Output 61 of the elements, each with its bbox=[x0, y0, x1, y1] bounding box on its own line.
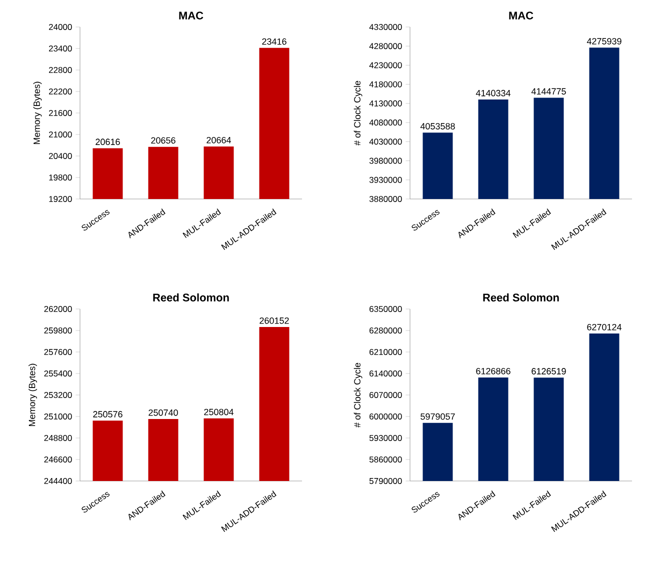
data-label: 20616 bbox=[96, 138, 120, 146]
y-tick-label: 246600 bbox=[44, 456, 72, 462]
y-tick-label: 5930000 bbox=[369, 434, 402, 441]
chart-title: Reed Solomon bbox=[483, 293, 559, 302]
y-tick-label: 5790000 bbox=[369, 478, 402, 484]
y-tick-label: 6070000 bbox=[370, 392, 402, 398]
y-tick-label: 3880000 bbox=[369, 196, 402, 202]
y-tick-label: 6000000 bbox=[370, 413, 402, 420]
y-tick-label: 251000 bbox=[44, 413, 72, 420]
chart-title: MAC bbox=[179, 12, 204, 20]
data-label: 250740 bbox=[148, 409, 178, 416]
y-tick-label: 244400 bbox=[44, 478, 72, 484]
data-label: 23416 bbox=[262, 38, 286, 45]
y-axis-title: # of Clock Cycle bbox=[354, 80, 362, 146]
data-label: 20664 bbox=[206, 136, 231, 144]
y-tick-label: 4230000 bbox=[369, 62, 402, 68]
data-label: 250576 bbox=[93, 411, 122, 418]
y-tick-label: 3930000 bbox=[369, 176, 402, 183]
y-tick-label: 6210000 bbox=[370, 348, 402, 355]
data-label: 4144775 bbox=[531, 88, 566, 95]
y-tick-label: 5860000 bbox=[369, 456, 402, 462]
y-tick-label: 4130000 bbox=[369, 100, 402, 106]
data-label: 20656 bbox=[151, 137, 176, 144]
y-tick-label: 255400 bbox=[44, 370, 72, 376]
y-tick-label: 248800 bbox=[44, 434, 72, 441]
y-tick-label: 259800 bbox=[44, 327, 72, 334]
chart-title: MAC bbox=[509, 12, 534, 20]
y-tick-label: 22200 bbox=[48, 88, 72, 94]
y-tick-label: 4030000 bbox=[369, 138, 402, 145]
y-tick-label: 19800 bbox=[49, 174, 72, 180]
y-tick-label: 6350000 bbox=[370, 306, 402, 312]
y-tick-label: 4080000 bbox=[369, 120, 402, 126]
y-tick-label: 24000 bbox=[48, 24, 72, 30]
y-tick-label: 262000 bbox=[44, 306, 72, 312]
data-label: 4275939 bbox=[586, 38, 622, 44]
y-tick-label: 4280000 bbox=[369, 43, 402, 50]
y-tick-label: 22800 bbox=[48, 66, 72, 73]
data-label: 5979057 bbox=[420, 413, 455, 420]
y-tick-label: 257600 bbox=[44, 348, 72, 355]
y-tick-label: 4330000 bbox=[369, 24, 402, 30]
y-tick-label: 21600 bbox=[48, 110, 72, 116]
data-label: 6270124 bbox=[587, 324, 622, 330]
data-label: 6126519 bbox=[532, 368, 566, 374]
y-tick-label: 23400 bbox=[48, 45, 72, 52]
y-axis-title: # of Clock Cycle bbox=[354, 362, 362, 428]
y-tick-label: 6140000 bbox=[370, 370, 402, 376]
y-tick-label: 253200 bbox=[44, 392, 72, 398]
y-axis-title: Memory (Bytes) bbox=[28, 364, 37, 426]
y-tick-label: 19200 bbox=[49, 196, 72, 202]
y-tick-label: 20400 bbox=[48, 152, 72, 159]
y-tick-label: 21000 bbox=[48, 131, 72, 138]
y-tick-label: 3980000 bbox=[369, 158, 402, 164]
data-label: 250804 bbox=[204, 408, 234, 416]
y-tick-label: 4180000 bbox=[369, 81, 402, 88]
chart-title: Reed Solomon bbox=[153, 293, 229, 302]
y-axis-title: Memory (Bytes) bbox=[33, 82, 42, 144]
data-label: 260152 bbox=[260, 317, 289, 324]
y-tick-label: 6280000 bbox=[370, 327, 402, 334]
data-label: 4053588 bbox=[420, 123, 455, 130]
data-label: 6126866 bbox=[476, 368, 510, 374]
data-label: 4140334 bbox=[476, 90, 510, 96]
